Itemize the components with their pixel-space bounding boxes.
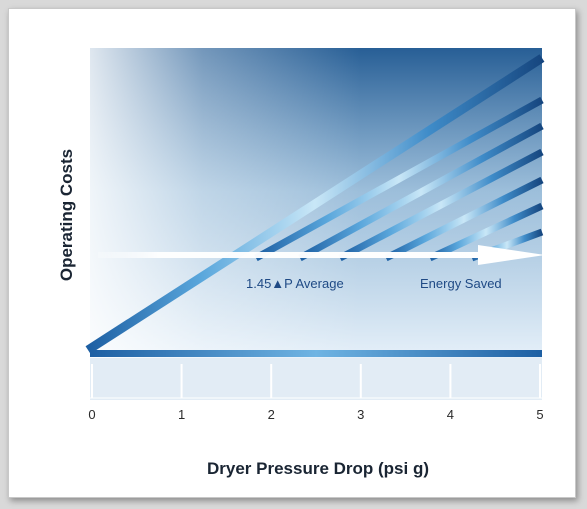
x-axis-ticks: 0 1 2 3 4 5	[88, 364, 544, 422]
energy-saved-annotation: Energy Saved	[420, 276, 502, 291]
cost-line-saved	[254, 96, 544, 262]
baseline-bar	[90, 350, 542, 357]
x-tick-label: 3	[357, 407, 364, 422]
x-tick-label: 0	[88, 407, 95, 422]
cost-line-saved	[428, 202, 544, 262]
y-axis-label: Operating Costs	[57, 149, 76, 281]
cost-line-main	[85, 54, 545, 354]
x-tick-label: 4	[447, 407, 454, 422]
average-arrow	[98, 245, 545, 265]
average-annotation: 1.45▲P Average	[246, 276, 344, 291]
arrow-head	[478, 245, 545, 265]
arrow-shaft	[98, 252, 504, 258]
x-tick-label: 5	[536, 407, 543, 422]
cost-line-saved	[338, 148, 544, 262]
axis-band	[90, 358, 542, 400]
cost-line-saved	[384, 176, 544, 262]
x-tick-label: 1	[178, 407, 185, 422]
x-axis-label: Dryer Pressure Drop (psi g)	[207, 459, 429, 478]
cost-line-saved	[298, 122, 544, 262]
x-tick-label: 2	[268, 407, 275, 422]
